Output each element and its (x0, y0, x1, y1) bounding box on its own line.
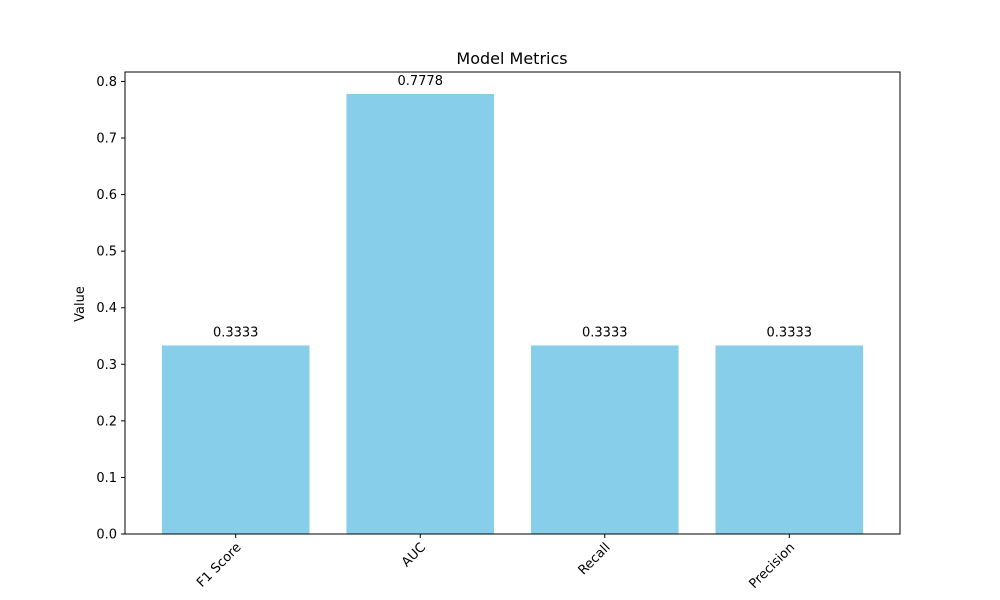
bar-auc (346, 94, 495, 534)
chart-title: Model Metrics (456, 49, 567, 68)
bar-f1-score (161, 345, 310, 534)
x-axis: F1 Score AUC Recall Precision (194, 534, 798, 592)
x-tick-label: AUC (399, 540, 429, 570)
bars-layer (161, 94, 864, 534)
y-axis-label: Value (73, 286, 88, 322)
plot-frame (124, 71, 901, 535)
x-tick-label: Recall (576, 540, 614, 578)
y-tick-label: 0.8 (96, 75, 117, 90)
data-label: 0.3333 (767, 325, 813, 340)
x-tick-label: Precision (746, 540, 798, 592)
y-tick-label: 0.0 (96, 528, 117, 543)
y-axis: 0.0 0.1 0.2 0.3 0.4 0.5 0.6 0.7 0.8 (96, 75, 125, 543)
x-tick-label: F1 Score (194, 540, 244, 590)
data-label: 0.7778 (397, 74, 443, 89)
data-label: 0.3333 (213, 325, 259, 340)
y-tick-label: 0.4 (96, 301, 117, 316)
y-tick-label: 0.2 (96, 414, 117, 429)
y-tick-label: 0.3 (96, 358, 117, 373)
bar-recall (530, 345, 679, 534)
y-tick-label: 0.1 (96, 471, 117, 486)
bar-precision (715, 345, 864, 534)
data-label: 0.3333 (582, 325, 628, 340)
data-labels-layer: 0.3333 0.7778 0.3333 0.3333 (213, 74, 812, 340)
y-tick-label: 0.7 (96, 132, 117, 147)
y-tick-label: 0.6 (96, 188, 117, 203)
y-tick-label: 0.5 (96, 245, 117, 260)
